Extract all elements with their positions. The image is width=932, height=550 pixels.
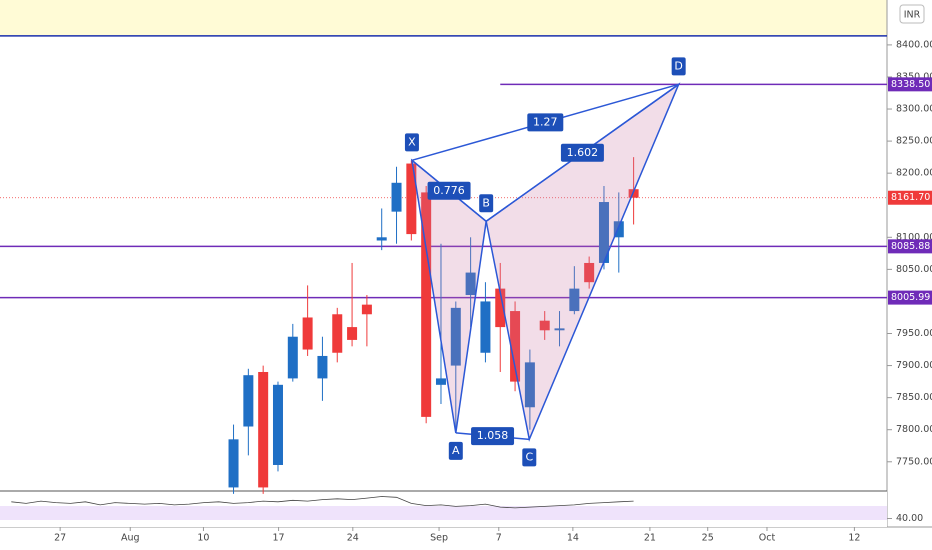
x-tick-label: 14 xyxy=(567,533,579,544)
ratio-box xyxy=(471,427,515,446)
candle-body xyxy=(539,320,550,331)
y-tick-label: 8050.00 xyxy=(896,264,932,275)
level-label-box xyxy=(888,77,932,92)
x-tick-label: Oct xyxy=(759,533,776,544)
x-tick-label: 27 xyxy=(54,533,66,544)
ratio-label: 1.058 xyxy=(477,429,509,442)
x-tick-label: 17 xyxy=(273,533,285,544)
candle-body xyxy=(406,163,417,235)
candle-body xyxy=(376,237,387,241)
currency-box[interactable] xyxy=(899,4,925,24)
indicator-line xyxy=(11,496,634,509)
point-label: B xyxy=(482,196,490,209)
x-tick-label: 7 xyxy=(496,533,502,544)
level-label: 8085.88 xyxy=(891,241,930,252)
x-tick-label: 12 xyxy=(848,533,860,544)
level-label-box xyxy=(888,239,932,254)
point-box xyxy=(671,57,686,76)
y-tick-label: 8300.00 xyxy=(896,104,932,115)
ratio-box xyxy=(427,181,471,200)
candle-body xyxy=(435,378,446,385)
candle-body xyxy=(480,301,491,353)
point-label: X xyxy=(408,135,416,148)
point-box xyxy=(448,441,463,460)
point-box xyxy=(404,133,419,152)
candle-body xyxy=(317,355,328,379)
candle-body xyxy=(524,362,535,408)
candle-body xyxy=(569,288,580,312)
y-tick-label: 7950.00 xyxy=(896,328,932,339)
candle-body xyxy=(450,307,461,366)
candle-body xyxy=(272,384,283,465)
candle-body xyxy=(554,328,565,331)
candle-body xyxy=(258,371,269,488)
x-tick-label: Sep xyxy=(430,533,448,544)
y-tick-label: 7900.00 xyxy=(896,360,932,371)
y-tick-label: 8350.00 xyxy=(896,71,932,82)
candle-body xyxy=(584,262,595,283)
y-tick-label: 8200.00 xyxy=(896,168,932,179)
x-tick-label: 10 xyxy=(197,533,209,544)
level-label: 8338.50 xyxy=(891,79,930,90)
ratio-label: 1.27 xyxy=(533,115,558,128)
point-label: A xyxy=(452,444,460,457)
y-tick-label: 7850.00 xyxy=(896,392,932,403)
level-label: 8005.99 xyxy=(891,292,930,303)
point-label: D xyxy=(674,59,682,72)
candle-body xyxy=(465,272,476,296)
indicator-band xyxy=(0,506,887,520)
y-tick-label: 7750.00 xyxy=(896,456,932,467)
plot-area: 8400.00 8350.00 8300.00 8250.00 8200.00 8100.… xyxy=(0,35,932,544)
ratio-box xyxy=(560,143,604,162)
candle-body xyxy=(391,182,402,212)
candle-body xyxy=(243,375,254,427)
candle-body xyxy=(361,304,372,315)
y-tick-label: 8100.00 xyxy=(896,232,932,243)
x-tick-label: Aug xyxy=(121,533,140,544)
ratio-box xyxy=(527,113,564,132)
point-box xyxy=(522,448,537,467)
x-tick-label: 25 xyxy=(702,533,714,544)
candle-body xyxy=(495,288,506,328)
alert-zone xyxy=(0,0,887,35)
candle-body xyxy=(228,439,239,488)
point-box xyxy=(479,194,494,213)
currency[interactable]: INR xyxy=(904,10,921,21)
ratio-label: 1.602 xyxy=(567,146,599,159)
candle-body xyxy=(287,336,298,379)
y-tick-label: 8400.00 xyxy=(896,39,932,50)
x-tick-label: 24 xyxy=(347,533,359,544)
last-price-box xyxy=(888,190,932,205)
candle-body xyxy=(302,317,313,350)
y-tick-label: 8250.00 xyxy=(896,136,932,147)
y-tick-label: 7800.00 xyxy=(896,424,932,435)
candle-body xyxy=(421,192,432,417)
level-label-box xyxy=(888,290,932,305)
candle-body xyxy=(613,221,624,238)
last-price-label: 8161.70 xyxy=(891,192,930,203)
point-label: C xyxy=(525,450,533,463)
x-tick-label: 21 xyxy=(644,533,656,544)
candle-body xyxy=(332,314,343,353)
candle-body xyxy=(347,327,358,340)
candle-body xyxy=(510,311,521,382)
candle-body xyxy=(628,189,639,198)
ratio-label: 0.776 xyxy=(433,184,465,197)
candle-body xyxy=(598,202,609,263)
indicator-tick-label: 40.00 xyxy=(896,513,923,524)
